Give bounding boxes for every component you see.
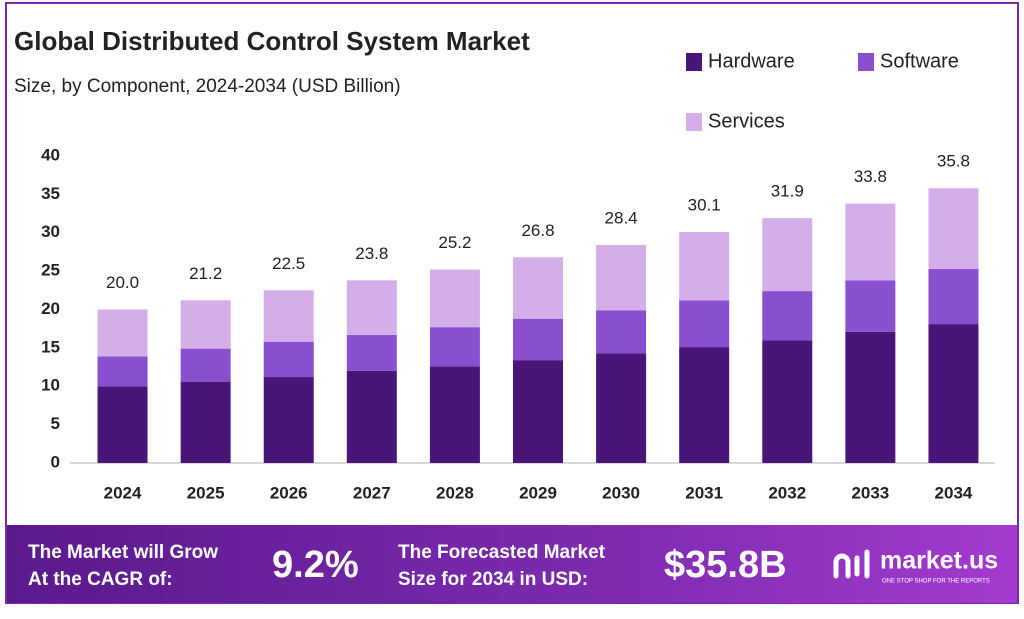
y-tick-label: 15 [41, 337, 60, 356]
legend-label: Software [880, 50, 959, 72]
bar-segment [928, 324, 979, 463]
bar-segment [762, 291, 813, 341]
bar-segment [928, 188, 979, 269]
bar-segment [180, 348, 231, 382]
cagr-label: The Market will Grow At the CAGR of: [28, 542, 218, 590]
bar-segment [845, 280, 896, 332]
bar-segment [429, 327, 480, 367]
x-tick-label: 2034 [935, 483, 973, 502]
total-label: 20.0 [106, 273, 139, 292]
bar-segment [346, 370, 397, 463]
chart-title: Global Distributed Control System Market [14, 26, 530, 56]
x-tick-label: 2030 [602, 483, 640, 502]
cagr-value: 9.2% [272, 544, 359, 586]
x-tick-label: 2032 [768, 483, 806, 502]
bar-segment [596, 310, 647, 354]
x-tick-label: 2029 [519, 483, 557, 502]
bar-segment [346, 280, 397, 335]
legend-label: Hardware [708, 50, 795, 72]
brand-logo [833, 549, 870, 579]
brand-tagline: ONE STOP SHOP FOR THE REPORTS [882, 579, 990, 585]
bar-segment [263, 290, 314, 342]
bar-segment [679, 300, 730, 348]
bar-segment [513, 257, 563, 319]
total-label: 35.8 [937, 152, 970, 171]
bar-segment [928, 268, 979, 325]
brand-name: market.us [880, 547, 998, 575]
total-label: 23.8 [355, 244, 388, 263]
bar-segment [263, 377, 314, 463]
bar-segment [679, 347, 730, 463]
chart-subtitle: Size, by Component, 2024-2034 (USD Billi… [14, 76, 401, 97]
forecast-value: $35.8B [664, 544, 787, 586]
bar-segment [513, 360, 563, 463]
y-tick-label: 0 [51, 452, 60, 471]
bar-segment [97, 309, 148, 357]
bar-segment [180, 381, 231, 463]
bar-segment [429, 366, 480, 463]
bar-segment [513, 318, 563, 361]
x-tick-label: 2033 [851, 483, 889, 502]
forecast-label: The Forecasted Market Size for 2034 in US… [398, 542, 606, 590]
total-label: 33.8 [854, 167, 887, 186]
y-tick-label: 20 [41, 299, 60, 318]
y-tick-label: 25 [41, 261, 60, 280]
bar-segment [845, 331, 896, 463]
bar-segment [762, 218, 813, 292]
bar-segment [180, 300, 231, 349]
total-label: 22.5 [272, 254, 305, 273]
total-label: 28.4 [605, 209, 638, 228]
bar-segment [346, 334, 397, 371]
total-label: 26.8 [521, 221, 554, 240]
total-label: 25.2 [438, 233, 471, 252]
bar-segment [97, 356, 148, 387]
legend-label: Services [708, 110, 785, 132]
total-label: 31.9 [771, 182, 804, 201]
bar-segment [596, 245, 647, 311]
bar-segment [596, 353, 647, 463]
total-label: 21.2 [189, 264, 222, 283]
bar-segment [762, 340, 813, 463]
total-label: 30.1 [688, 195, 721, 214]
x-tick-label: 2025 [187, 483, 225, 502]
x-tick-label: 2031 [685, 483, 723, 502]
bar-segment [679, 231, 730, 301]
bar-segment [97, 386, 148, 463]
y-tick-label: 5 [51, 414, 60, 433]
legend-swatch [686, 113, 702, 131]
y-tick-label: 30 [41, 222, 60, 241]
x-tick-label: 2024 [104, 483, 142, 502]
bar-segment [263, 341, 314, 378]
y-tick-label: 35 [41, 184, 60, 203]
legend-swatch [858, 53, 874, 71]
bar-segment [429, 269, 480, 328]
x-tick-label: 2026 [270, 483, 308, 502]
y-tick-label: 10 [41, 376, 60, 395]
x-tick-label: 2028 [436, 483, 474, 502]
y-tick-label: 40 [41, 145, 60, 164]
bar-segment [845, 203, 896, 281]
x-tick-label: 2027 [353, 483, 391, 502]
legend-swatch [686, 53, 702, 71]
